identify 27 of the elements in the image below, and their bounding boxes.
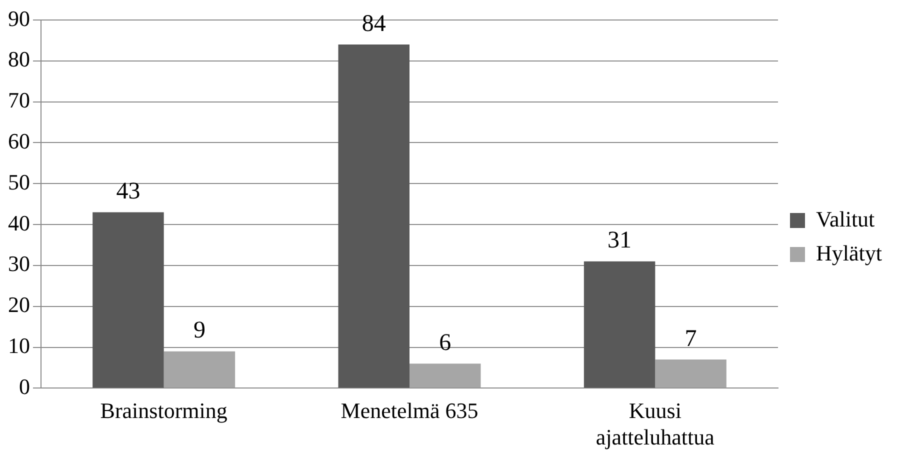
y-tick-label: 10 (8, 333, 30, 358)
y-tick-label: 70 (8, 88, 30, 113)
y-tick-label: 0 (19, 374, 30, 399)
data-label: 43 (116, 178, 140, 205)
bar (584, 261, 656, 388)
x-tick-label: Kuusi ajatteluhattua (596, 398, 715, 450)
data-label: 9 (193, 318, 206, 344)
data-label: 31 (608, 228, 632, 254)
bar (655, 360, 726, 388)
y-tick-label: 80 (8, 46, 30, 72)
data-label: 84 (362, 10, 386, 37)
y-tick-label: 20 (8, 292, 30, 318)
data-label: 6 (439, 330, 452, 356)
bar (410, 364, 481, 388)
y-tick-label: 60 (8, 128, 30, 154)
bar (164, 351, 236, 388)
x-tick-label: Brainstorming (100, 398, 228, 424)
legend-label: Valitut (816, 206, 875, 232)
y-tick-label: 30 (8, 251, 30, 276)
y-tick-label: 90 (8, 6, 30, 31)
legend-label: Hylätyt (816, 240, 882, 266)
data-label: 7 (684, 326, 697, 352)
bar (92, 212, 164, 388)
bar (338, 44, 410, 388)
y-tick-label: 40 (8, 210, 30, 236)
y-tick-label: 50 (8, 169, 30, 194)
x-tick-label: Menetelmä 635 (340, 398, 478, 424)
